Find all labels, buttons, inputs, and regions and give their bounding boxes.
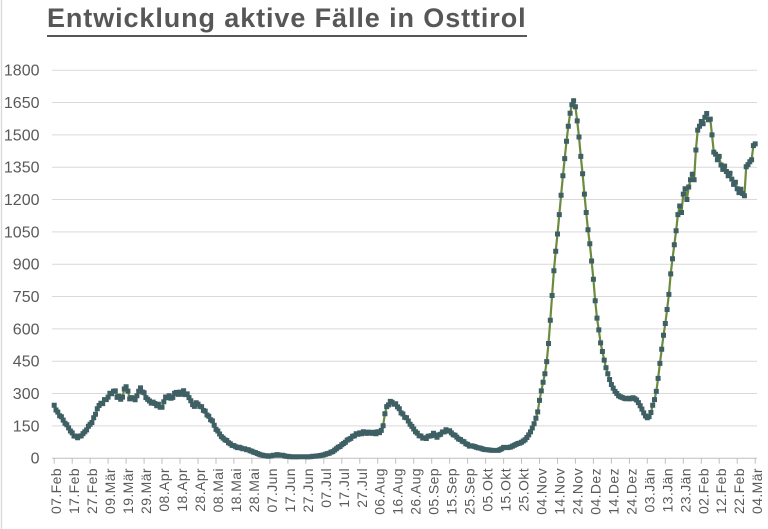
svg-text:17.Jun: 17.Jun <box>282 468 298 512</box>
svg-text:14.Dez: 14.Dez <box>605 468 621 515</box>
svg-text:12.Feb: 12.Feb <box>713 468 729 514</box>
svg-text:900: 900 <box>13 257 40 274</box>
svg-text:04.Nov: 04.Nov <box>534 468 550 515</box>
svg-text:27.Jul: 27.Jul <box>354 468 370 508</box>
svg-text:14.Nov: 14.Nov <box>552 468 568 515</box>
svg-text:06.Aug: 06.Aug <box>372 468 388 515</box>
svg-text:15.Okt: 15.Okt <box>498 468 514 512</box>
svg-text:600: 600 <box>13 321 40 338</box>
svg-text:23.Jän: 23.Jän <box>677 468 693 512</box>
svg-text:07.Feb: 07.Feb <box>48 468 64 514</box>
svg-text:17.Feb: 17.Feb <box>66 468 82 514</box>
svg-text:150: 150 <box>13 418 40 435</box>
svg-text:15.Sep: 15.Sep <box>444 468 460 515</box>
svg-text:17.Jul: 17.Jul <box>336 468 352 508</box>
svg-text:26.Aug: 26.Aug <box>408 468 424 515</box>
svg-text:24.Dez: 24.Dez <box>623 468 639 515</box>
svg-text:1350: 1350 <box>4 160 40 177</box>
svg-text:25.Sep: 25.Sep <box>462 468 478 515</box>
svg-text:1050: 1050 <box>4 224 40 241</box>
svg-text:300: 300 <box>13 386 40 403</box>
svg-text:28.Apr: 28.Apr <box>192 468 208 512</box>
svg-text:29.Mär: 29.Mär <box>138 468 154 514</box>
svg-text:1650: 1650 <box>4 95 40 112</box>
svg-text:24.Nov: 24.Nov <box>569 468 585 515</box>
svg-text:0: 0 <box>31 451 40 468</box>
svg-text:1800: 1800 <box>4 63 40 80</box>
svg-text:28.Mai: 28.Mai <box>246 468 262 512</box>
svg-text:02.Feb: 02.Feb <box>695 468 711 514</box>
svg-text:07.Jul: 07.Jul <box>318 468 334 508</box>
svg-text:04.Dez: 04.Dez <box>587 468 603 515</box>
svg-text:16.Aug: 16.Aug <box>390 468 406 515</box>
svg-text:1500: 1500 <box>4 127 40 144</box>
svg-text:18.Mai: 18.Mai <box>228 468 244 512</box>
svg-text:03.Jän: 03.Jän <box>641 468 657 512</box>
svg-text:1200: 1200 <box>4 192 40 209</box>
svg-text:750: 750 <box>13 289 40 306</box>
svg-text:22.Feb: 22.Feb <box>731 468 747 514</box>
svg-text:27.Jun: 27.Jun <box>300 468 316 512</box>
svg-text:19.Mär: 19.Mär <box>120 468 136 514</box>
svg-text:07.Jun: 07.Jun <box>264 468 280 512</box>
svg-text:08.Mai: 08.Mai <box>210 468 226 512</box>
svg-text:25.Okt: 25.Okt <box>516 468 532 512</box>
svg-text:08.Apr: 08.Apr <box>156 468 172 512</box>
svg-text:04.Mär: 04.Mär <box>749 468 765 514</box>
svg-text:27.Feb: 27.Feb <box>84 468 100 514</box>
svg-text:18.Apr: 18.Apr <box>174 468 190 512</box>
svg-text:450: 450 <box>13 354 40 371</box>
svg-text:09.Mär: 09.Mär <box>102 468 118 514</box>
svg-text:05.Sep: 05.Sep <box>426 468 442 515</box>
svg-text:05.Okt: 05.Okt <box>480 468 496 512</box>
svg-text:13.Jän: 13.Jän <box>659 468 675 512</box>
